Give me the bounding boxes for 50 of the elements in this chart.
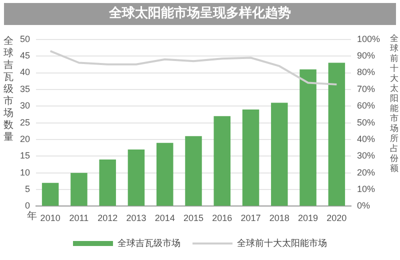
x-tick-label: 2020 xyxy=(326,213,347,224)
x-tick-label: 2011 xyxy=(69,213,89,224)
bar xyxy=(99,159,116,206)
y-tick-label: 20 xyxy=(20,134,30,144)
y2-tick-label: 0% xyxy=(356,200,370,211)
bar xyxy=(185,136,202,206)
legend-label: 全球前十大太阳能市场 xyxy=(237,238,327,249)
x-axis-title: 年 xyxy=(27,210,38,222)
bar xyxy=(328,62,346,206)
y-tick-label: 25 xyxy=(20,117,30,128)
x-tick-label: 2016 xyxy=(212,213,232,224)
bar xyxy=(214,116,231,206)
y2-tick-label: 100% xyxy=(356,34,380,44)
legend-label: 全球吉瓦级市场 xyxy=(118,238,180,249)
y2-tick-label: 30% xyxy=(356,150,375,161)
x-tick-label: 2017 xyxy=(240,213,261,224)
y-tick-label: 50 xyxy=(20,34,30,44)
bar xyxy=(42,182,59,206)
y-tick-label: 35 xyxy=(20,84,30,94)
y-tick-label: 0 xyxy=(24,200,30,211)
y2-tick-label: 60% xyxy=(356,100,375,111)
y-tick-label: 10 xyxy=(20,167,30,178)
bar xyxy=(156,142,174,206)
x-tick-label: 2015 xyxy=(183,213,204,224)
chart-title: 全球太阳能市场呈现多样化趋势 xyxy=(4,3,396,25)
x-tick-label: 2019 xyxy=(298,213,318,224)
y2-tick-label: 10% xyxy=(356,184,375,194)
y2-tick-label: 40% xyxy=(356,134,375,144)
bar xyxy=(271,102,288,206)
x-tick-label: 2013 xyxy=(126,213,146,224)
y2-tick-label: 90% xyxy=(356,50,375,61)
x-tick-label: 2014 xyxy=(154,213,175,224)
y2-tick-label: 80% xyxy=(356,67,375,78)
bar xyxy=(70,172,88,206)
y2-tick-label: 70% xyxy=(356,84,375,94)
bar xyxy=(242,109,260,206)
x-tick-label: 2010 xyxy=(40,213,60,224)
x-tick-label: 2018 xyxy=(269,213,290,224)
bar xyxy=(128,149,145,206)
bar xyxy=(300,69,316,206)
y2-tick-label: 20% xyxy=(356,167,375,178)
y-tick-label: 45 xyxy=(20,50,30,61)
y2-tick-label: 50% xyxy=(356,117,375,128)
y-tick-label: 40 xyxy=(20,67,30,78)
text: 全球吉瓦级市场数量 xyxy=(4,36,14,143)
y-tick-label: 30 xyxy=(20,100,30,111)
y-tick-label: 15 xyxy=(20,150,30,161)
x-tick-label: 2012 xyxy=(98,213,118,224)
y-tick-label: 5 xyxy=(24,184,30,194)
text: 全球前十大太阳能市场所占份额 xyxy=(390,34,399,174)
